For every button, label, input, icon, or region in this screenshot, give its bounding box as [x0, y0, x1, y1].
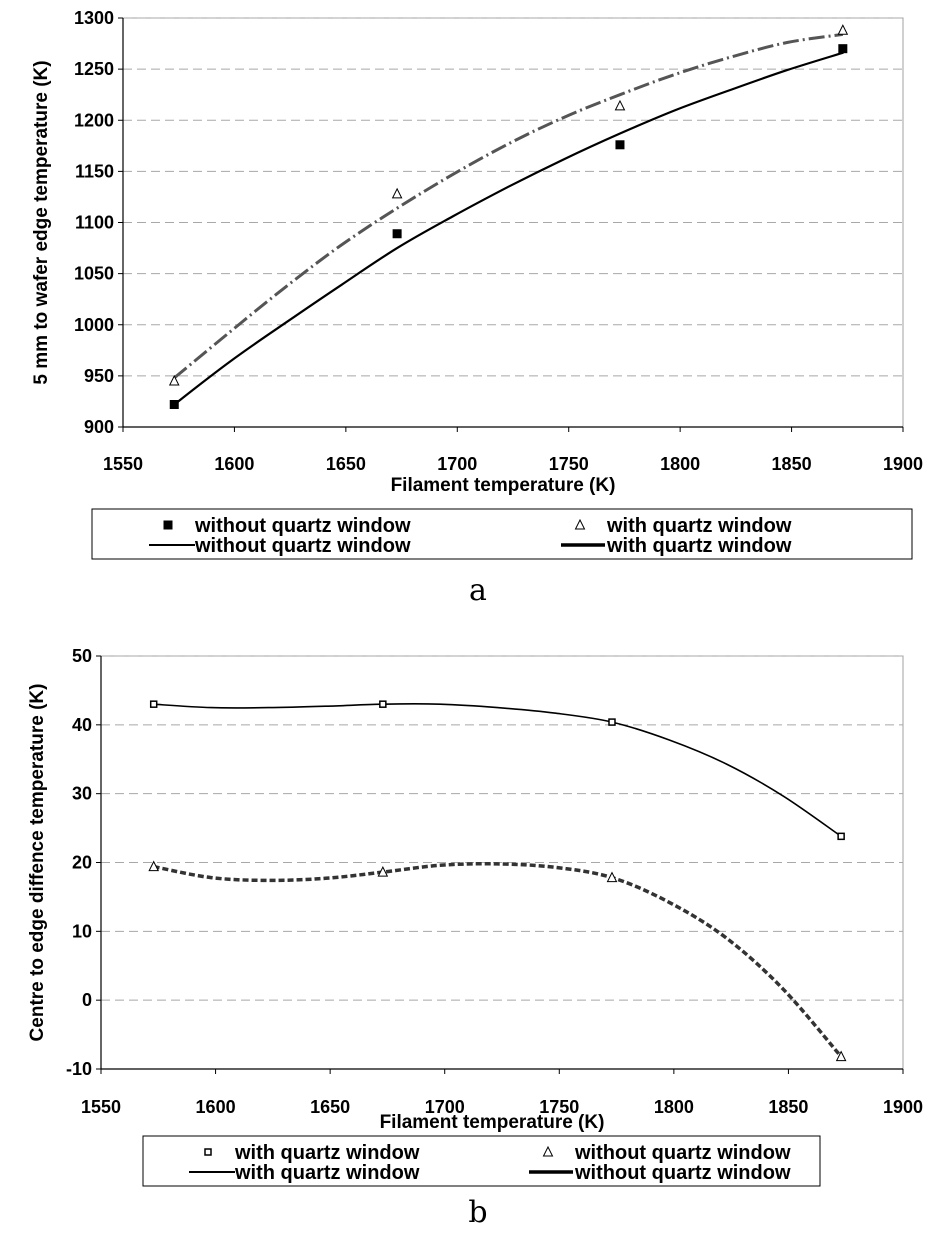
legend-marker-swatch — [542, 1145, 554, 1157]
legend-marker-swatch — [574, 518, 586, 530]
legend-label: with quartz window — [606, 515, 792, 537]
legend: without quartz window with quartz windoww… — [91, 508, 913, 560]
data-point — [837, 832, 845, 841]
data-point — [615, 140, 625, 150]
y-tick-label: 950 — [84, 366, 114, 386]
legend-marker-swatch — [204, 1148, 212, 1156]
y-tick-label: 1300 — [74, 8, 114, 28]
data-point — [614, 99, 626, 111]
series-line-without-quartz — [153, 862, 843, 1058]
x-tick-label: 1550 — [103, 454, 143, 474]
legend-label: without quartz window — [194, 515, 411, 537]
y-tick-label: 0 — [82, 990, 92, 1010]
data-point — [148, 860, 160, 872]
y-tick-label: 20 — [72, 853, 92, 873]
y-axis-title: 5 mm to wafer edge temperature (K) — [31, 60, 52, 384]
data-point — [606, 871, 618, 883]
legend-box — [142, 1135, 821, 1187]
x-tick-label: 1750 — [549, 454, 589, 474]
y-tick-label: 1150 — [75, 161, 114, 181]
legend-box — [91, 508, 913, 560]
y-axis-title: Centre to edge diffence temperature (K) — [27, 684, 48, 1042]
x-tick-label: 1900 — [883, 1097, 923, 1117]
y-tick-label: 40 — [72, 715, 92, 735]
y-tick-label: 1100 — [75, 213, 114, 233]
panel-label: a — [469, 573, 487, 608]
legend-label: without quartz window — [194, 535, 411, 557]
data-point — [835, 1050, 847, 1062]
y-tick-label: -10 — [66, 1059, 92, 1079]
x-axis-title: Filament temperature (K) — [380, 1112, 605, 1133]
x-tick-label: 1650 — [326, 454, 366, 474]
chart-panel-b: 1550 1600 1650 1700 1750 1800 1850 1900 -10 0 10 20… — [27, 646, 923, 1230]
y-tick-label: 10 — [72, 921, 92, 941]
x-tick-label: 1650 — [310, 1097, 350, 1117]
y-tick-label: 900 — [84, 417, 114, 437]
x-tick-label: 1850 — [768, 1097, 808, 1117]
y-tick-label: 1050 — [74, 264, 114, 284]
data-point — [168, 374, 180, 386]
y-tick-label: 1000 — [74, 315, 114, 335]
y-tick-label: 1250 — [74, 59, 114, 79]
chart-panel-a: 1550 1600 1650 1700 1750 1800 1850 1900 900 950 10… — [31, 8, 923, 608]
y-tick-label: 50 — [72, 646, 92, 666]
legend-label: with quartz window — [234, 1162, 420, 1184]
x-tick-label: 1700 — [437, 454, 477, 474]
x-tick-label: 1800 — [654, 1097, 694, 1117]
legend-label: with quartz window — [606, 535, 792, 557]
data-point — [837, 24, 849, 35]
data-point — [391, 187, 403, 199]
x-tick-label: 1900 — [883, 454, 923, 474]
data-point — [608, 718, 616, 726]
data-point — [169, 400, 179, 410]
x-tick-label: 1600 — [214, 454, 254, 474]
legend-label: with quartz window — [234, 1142, 420, 1164]
x-tick-label: 1600 — [196, 1097, 236, 1117]
x-tick-label: 1700 — [425, 1097, 465, 1117]
data-point — [149, 700, 158, 708]
legend-label: without quartz window — [574, 1162, 791, 1184]
data-point — [838, 44, 848, 54]
data-point — [377, 866, 389, 877]
data-point — [392, 229, 402, 239]
series-line-with-quartz — [152, 703, 842, 838]
series-line-with-quartz — [173, 32, 844, 380]
legend: with quartz window without quartz windoww… — [142, 1135, 821, 1187]
x-tick-label: 1800 — [660, 454, 700, 474]
legend-label: without quartz window — [574, 1142, 791, 1164]
panel-label: b — [468, 1195, 487, 1230]
y-tick-label: 1200 — [74, 110, 114, 130]
series-line-without-quartz — [173, 51, 844, 406]
x-tick-label: 1850 — [772, 454, 812, 474]
y-tick-label: 30 — [72, 784, 92, 804]
x-axis-title: Filament temperature (K) — [391, 475, 616, 496]
data-point — [379, 700, 387, 708]
x-tick-label: 1550 — [81, 1097, 121, 1117]
legend-marker-swatch — [163, 520, 173, 530]
x-tick-label: 1750 — [539, 1097, 579, 1117]
